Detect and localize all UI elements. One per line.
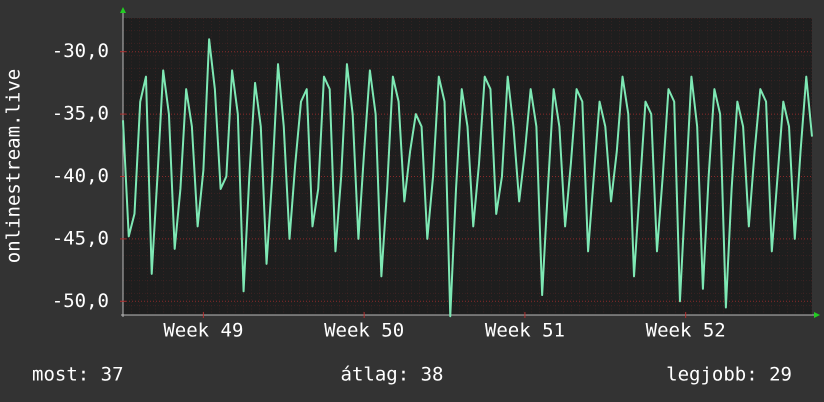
x-tick-label: Week 49	[163, 320, 243, 342]
y-axis-label: onlinestream.live	[3, 69, 25, 263]
x-arrow	[814, 312, 820, 318]
x-tick-label: Week 52	[646, 320, 726, 342]
data-line	[122, 38, 813, 318]
y-tick-label: -40,0	[52, 165, 109, 187]
minor-grid	[123, 18, 812, 315]
y-tick-label: -50,0	[52, 290, 109, 312]
y-arrow	[120, 7, 126, 13]
footer-average: átlag: 38	[341, 364, 444, 386]
y-tick-label: -35,0	[52, 103, 109, 125]
y-tick-label: -45,0	[52, 227, 109, 249]
x-tick-label: Week 50	[324, 320, 404, 342]
x-tick-label: Week 51	[485, 320, 565, 342]
data-layer: -30,0 -35,0 -40,0 -45,0 -50,0 Week 49 Week 50 W…	[52, 38, 813, 342]
footer-current: most: 37	[32, 364, 124, 386]
footer-best: legjobb: 29	[666, 364, 792, 386]
y-tick-label: -30,0	[52, 40, 109, 62]
